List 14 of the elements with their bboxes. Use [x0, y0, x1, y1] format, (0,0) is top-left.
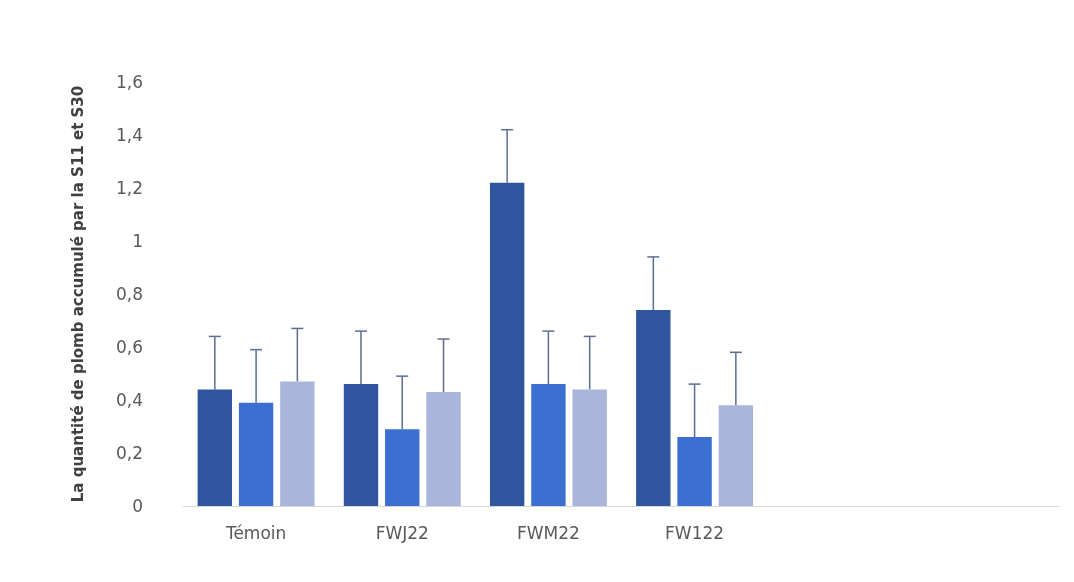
y-tick-label: 0,8 [115, 284, 143, 304]
y-tick-label: 0,2 [115, 443, 143, 463]
y-tick-label: 1 [132, 231, 143, 251]
y-tick-label: 0 [132, 496, 143, 516]
y-axis-title: La quantité de plomb accumulé par la S11 et S30 [69, 85, 87, 503]
x-tick-label: Témoin [224, 522, 287, 543]
y-tick-label: 1,6 [115, 72, 143, 92]
x-tick-label: FWJ22 [375, 522, 429, 543]
y-tick-label: 1,2 [115, 178, 143, 198]
x-tick-label: FW122 [665, 522, 725, 543]
x-tick-label: FWM22 [516, 522, 580, 543]
y-tick-label: 0,4 [115, 390, 143, 410]
y-tick-label: 0,6 [115, 337, 143, 357]
y-tick-label: 1,4 [115, 125, 143, 145]
